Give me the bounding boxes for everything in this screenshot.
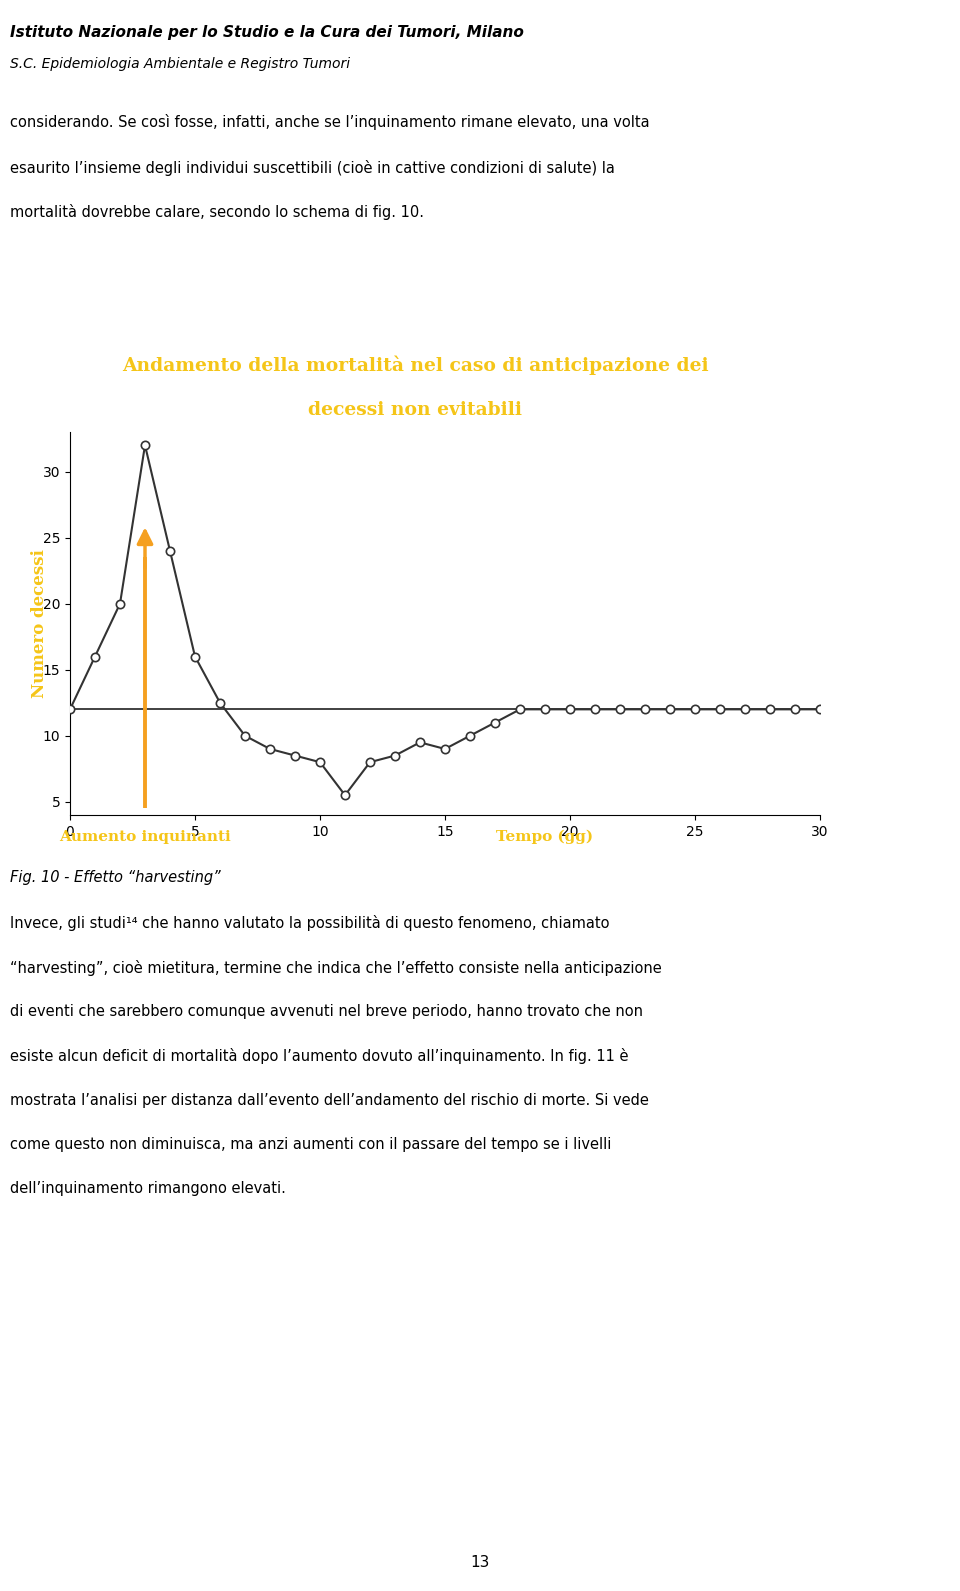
- Text: Tempo (gg): Tempo (gg): [496, 829, 593, 843]
- Text: di eventi che sarebbero comunque avvenuti nel breve periodo, hanno trovato che n: di eventi che sarebbero comunque avvenut…: [10, 1004, 643, 1020]
- Text: esaurito l’insieme degli individui suscettibili (cioè in cattive condizioni di s: esaurito l’insieme degli individui susce…: [10, 159, 614, 175]
- Text: Numero decessi: Numero decessi: [32, 549, 49, 698]
- Text: Aumento inquinanti: Aumento inquinanti: [60, 829, 230, 843]
- Text: mortalità dovrebbe calare, secondo lo schema di fig. 10.: mortalità dovrebbe calare, secondo lo sc…: [10, 205, 424, 221]
- Text: 13: 13: [470, 1554, 490, 1570]
- Text: esiste alcun deficit di mortalità dopo l’aumento dovuto all’inquinamento. In fig: esiste alcun deficit di mortalità dopo l…: [10, 1048, 629, 1064]
- Text: dell’inquinamento rimangono elevati.: dell’inquinamento rimangono elevati.: [10, 1182, 286, 1196]
- Text: come questo non diminuisca, ma anzi aumenti con il passare del tempo se i livell: come questo non diminuisca, ma anzi aume…: [10, 1138, 612, 1152]
- Text: decessi non evitabili: decessi non evitabili: [308, 401, 522, 418]
- Text: Invece, gli studi¹⁴ che hanno valutato la possibilità di questo fenomeno, chiama: Invece, gli studi¹⁴ che hanno valutato l…: [10, 915, 610, 931]
- Text: S.C. Epidemiologia Ambientale e Registro Tumori: S.C. Epidemiologia Ambientale e Registro…: [10, 57, 350, 70]
- Text: Istituto Nazionale per lo Studio e la Cura dei Tumori, Milano: Istituto Nazionale per lo Studio e la Cu…: [10, 25, 524, 40]
- Text: mostrata l’analisi per distanza dall’evento dell’andamento del rischio di morte.: mostrata l’analisi per distanza dall’eve…: [10, 1093, 649, 1107]
- Text: Andamento della mortalità nel caso di anticipazione dei: Andamento della mortalità nel caso di an…: [122, 356, 708, 375]
- Text: “harvesting”, cioè mietitura, termine che indica che l’effetto consiste nella an: “harvesting”, cioè mietitura, termine ch…: [10, 959, 661, 975]
- Text: considerando. Se così fosse, infatti, anche se l’inquinamento rimane elevato, un: considerando. Se così fosse, infatti, an…: [10, 115, 650, 130]
- Text: Fig. 10 - Effetto “harvesting”: Fig. 10 - Effetto “harvesting”: [10, 870, 221, 885]
